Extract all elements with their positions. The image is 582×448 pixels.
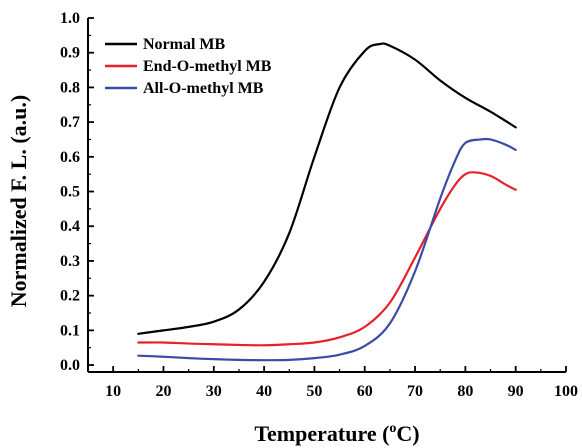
x-tick-label: 100: [554, 383, 578, 400]
legend: Normal MB End-O-methyl MB All-O-methyl MB: [105, 36, 272, 97]
x-tick-label: 90: [508, 383, 524, 400]
x-axis-title: Temperature (oC): [254, 421, 419, 446]
y-tick-label: 0.3: [60, 253, 80, 270]
y-tick-label: 1.0: [60, 10, 80, 27]
legend-label: All-O-methyl MB: [143, 80, 264, 97]
series-line-3: [137, 137, 517, 362]
x-tick-label: 30: [206, 383, 222, 400]
legend-label: Normal MB: [143, 36, 226, 53]
y-tick-label: 0.0: [60, 357, 80, 374]
x-tick-label: 20: [155, 383, 171, 400]
y-axis-title: Normalized F. L. (a.u.): [6, 95, 31, 307]
x-tick-label: 70: [407, 383, 423, 400]
y-tick-label: 0.9: [60, 45, 80, 62]
legend-label: End-O-methyl MB: [143, 58, 272, 75]
x-tick-label: 40: [256, 383, 272, 400]
y-tick-label: 0.5: [60, 184, 80, 201]
y-tick-label: 0.4: [60, 218, 80, 235]
x-tick-label: 10: [105, 383, 121, 400]
axis-titles: Temperature (oC) Normalized F. L. (a.u.): [6, 95, 420, 446]
y-tick-label: 0.6: [60, 149, 80, 166]
x-tick-label: 60: [357, 383, 373, 400]
y-tick-label: 0.1: [60, 322, 80, 339]
x-tick-label: 50: [306, 383, 322, 400]
y-tick-label: 0.8: [60, 79, 80, 96]
y-tick-label: 0.2: [60, 288, 80, 305]
series-line-1: [137, 42, 517, 335]
y-tick-label: 0.7: [60, 114, 80, 131]
axes: 0.0 0.1 0.2 0.3 0.4 0.5 0.6 0.7 0.8 0.9 1.0 10 20 30 4…: [60, 10, 578, 400]
plot-area: [137, 42, 517, 362]
series-line-2: [137, 171, 517, 347]
x-tick-label: 80: [457, 383, 473, 400]
